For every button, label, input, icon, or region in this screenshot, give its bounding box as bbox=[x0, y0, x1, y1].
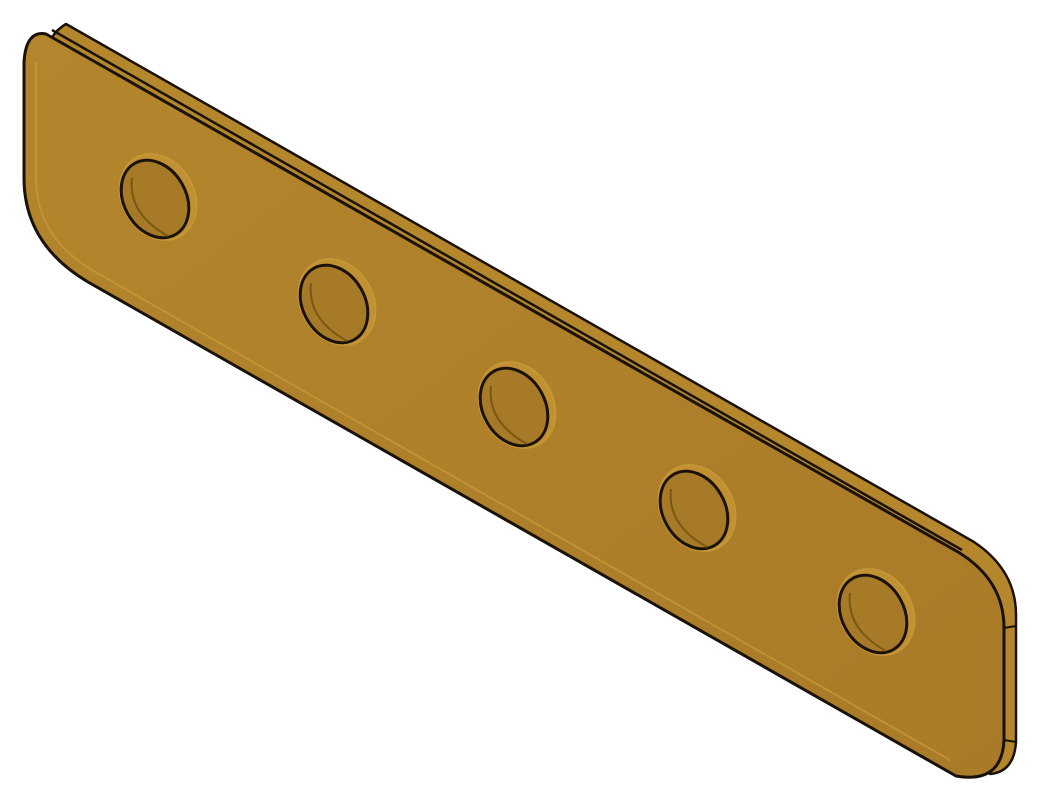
hole-1[interactable] bbox=[104, 140, 211, 254]
hole-5-wall bbox=[848, 592, 887, 652]
hole-4[interactable] bbox=[643, 451, 750, 565]
hole-4-wall bbox=[669, 488, 708, 548]
hole-3-wall bbox=[489, 385, 528, 445]
hole-2-bore bbox=[298, 263, 370, 345]
bar-part[interactable] bbox=[22, 22, 1018, 779]
hole-5[interactable] bbox=[822, 555, 929, 669]
hole-2-wall bbox=[309, 282, 348, 342]
hole-5-bore bbox=[837, 573, 909, 655]
holes bbox=[104, 140, 929, 669]
hole-3[interactable] bbox=[463, 348, 570, 462]
bar-top-edge bbox=[51, 28, 963, 552]
hole-1-wall bbox=[130, 177, 169, 237]
hole-2[interactable] bbox=[283, 245, 390, 359]
bar-face-highlight bbox=[35, 62, 951, 761]
hole-4-bore bbox=[658, 469, 730, 551]
hole-3-bore bbox=[478, 366, 550, 448]
hole-1-bore bbox=[119, 158, 191, 240]
bar-right-end-edge bbox=[1003, 625, 1017, 743]
